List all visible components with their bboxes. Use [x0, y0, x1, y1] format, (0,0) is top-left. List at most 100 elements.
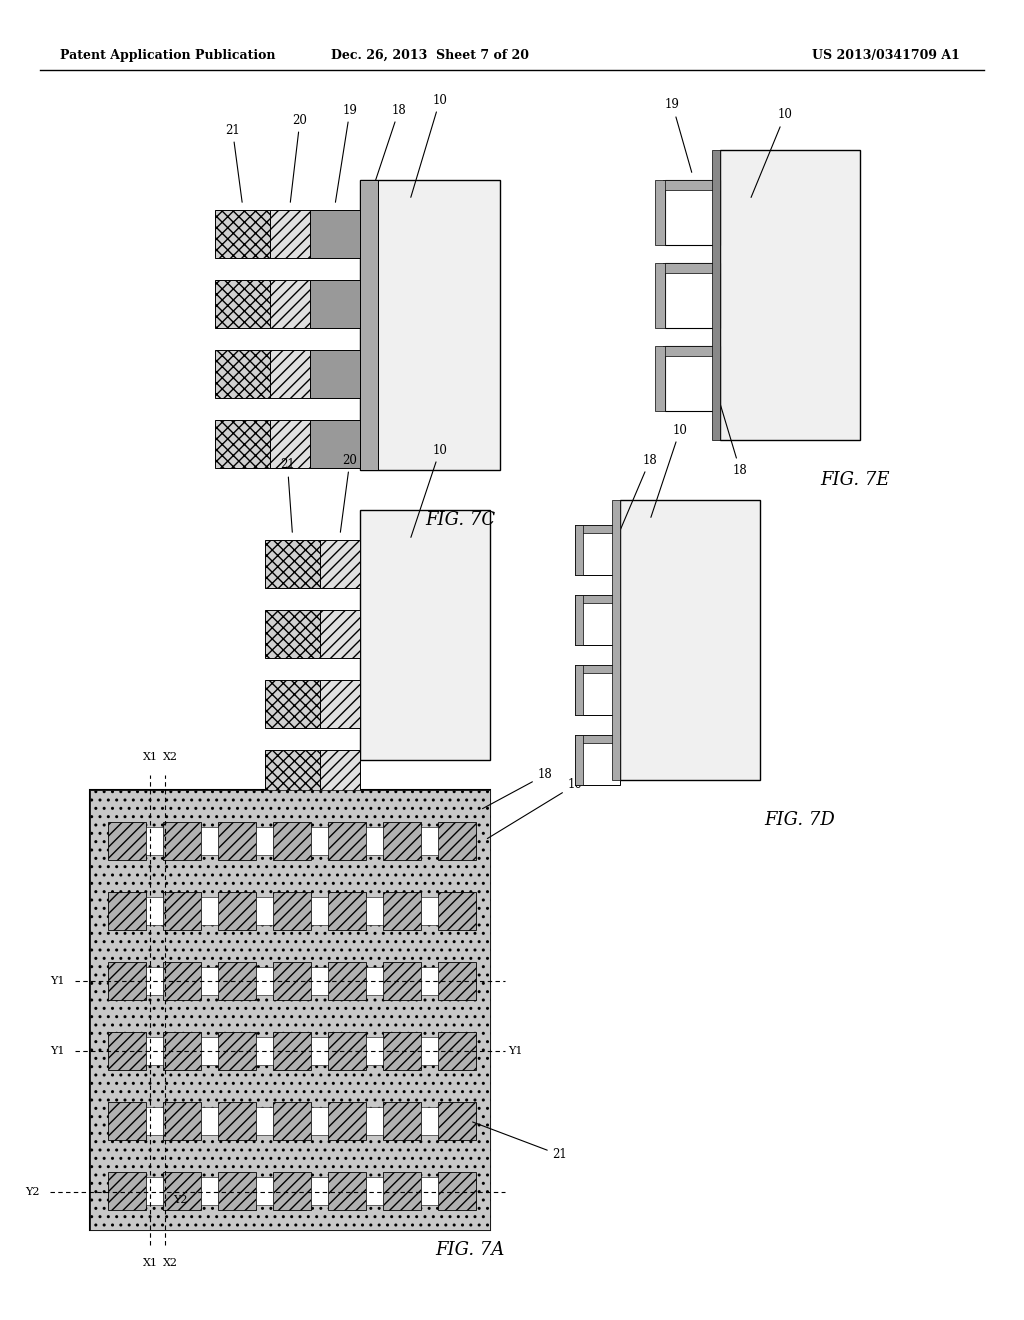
Bar [215, 420, 270, 469]
Text: X2: X2 [163, 1258, 177, 1269]
Bar [575, 525, 620, 576]
Bar [310, 420, 360, 469]
Text: 19: 19 [336, 103, 357, 202]
Bar [328, 822, 366, 861]
Bar [256, 1177, 273, 1205]
Bar [655, 180, 665, 246]
Bar [215, 280, 270, 327]
Text: 21: 21 [281, 458, 295, 532]
Bar [108, 1102, 146, 1140]
Text: 21: 21 [473, 1122, 567, 1162]
Bar [438, 1172, 476, 1210]
Text: 20: 20 [291, 114, 307, 202]
Bar [218, 1032, 256, 1071]
Bar [319, 680, 360, 729]
Bar [360, 180, 378, 470]
Bar [665, 180, 720, 246]
Bar [328, 962, 366, 1001]
Bar [95, 828, 485, 855]
Bar [95, 968, 485, 995]
Bar [265, 750, 319, 799]
Bar [256, 898, 273, 925]
Bar [366, 898, 383, 925]
Bar [311, 898, 328, 925]
Bar [95, 1107, 485, 1135]
Bar [265, 540, 319, 587]
Bar [310, 350, 360, 399]
Bar [273, 1102, 311, 1140]
Text: 20: 20 [340, 454, 357, 532]
Bar [366, 968, 383, 995]
Bar [360, 510, 490, 760]
Bar [311, 1177, 328, 1205]
Bar [575, 665, 583, 715]
Text: 21: 21 [225, 124, 242, 202]
Bar [655, 263, 665, 327]
Bar [215, 210, 270, 257]
Bar [383, 1032, 421, 1071]
Bar [665, 346, 720, 411]
Bar [265, 680, 319, 729]
Bar [575, 665, 620, 673]
Bar [438, 1032, 476, 1071]
Bar [108, 822, 146, 861]
Text: 10: 10 [411, 94, 447, 197]
Bar [663, 346, 720, 356]
Bar [438, 1102, 476, 1140]
Bar [256, 1107, 273, 1135]
Bar [612, 500, 620, 780]
Bar [438, 962, 476, 1001]
Bar [328, 1102, 366, 1140]
Bar [108, 1032, 146, 1071]
Bar [218, 892, 256, 931]
Text: Y2: Y2 [26, 1187, 40, 1197]
Text: 18: 18 [717, 392, 748, 477]
Bar [438, 822, 476, 861]
Bar [270, 280, 310, 327]
Text: X2: X2 [163, 752, 177, 762]
Bar [366, 1177, 383, 1205]
Bar [201, 1107, 218, 1135]
Bar [575, 525, 583, 576]
Bar [366, 828, 383, 855]
Bar [575, 665, 620, 715]
Bar [215, 350, 270, 399]
Bar [256, 968, 273, 995]
Bar [95, 898, 485, 925]
Text: 10: 10 [751, 108, 793, 198]
Bar [421, 898, 438, 925]
Bar [438, 892, 476, 931]
Text: FIG. 7B: FIG. 7B [411, 791, 480, 809]
Bar [146, 968, 163, 995]
Bar [311, 1038, 328, 1065]
Bar [95, 1177, 485, 1205]
Text: 19: 19 [665, 99, 692, 173]
Text: Dec. 26, 2013  Sheet 7 of 20: Dec. 26, 2013 Sheet 7 of 20 [331, 49, 529, 62]
Text: Y1: Y1 [50, 1045, 65, 1056]
Bar [218, 1172, 256, 1210]
Bar [720, 150, 860, 440]
Bar [201, 898, 218, 925]
Bar [575, 595, 620, 645]
Bar [273, 1032, 311, 1071]
Bar [273, 962, 311, 1001]
Bar [163, 962, 201, 1001]
Text: Y2: Y2 [173, 1195, 187, 1205]
Text: 10: 10 [411, 444, 447, 537]
Text: FIG. 7D: FIG. 7D [765, 810, 836, 829]
Bar [319, 610, 360, 657]
Text: X1: X1 [142, 1258, 158, 1269]
Bar [575, 735, 620, 743]
Bar [163, 1102, 201, 1140]
Bar [575, 735, 620, 785]
Text: 10: 10 [487, 779, 583, 838]
Bar [575, 735, 583, 785]
Bar [256, 828, 273, 855]
Bar [328, 892, 366, 931]
Bar [201, 968, 218, 995]
Bar [360, 180, 500, 470]
Text: FIG. 7E: FIG. 7E [820, 471, 890, 488]
Bar [270, 350, 310, 399]
Bar [421, 1107, 438, 1135]
Bar [270, 420, 310, 469]
